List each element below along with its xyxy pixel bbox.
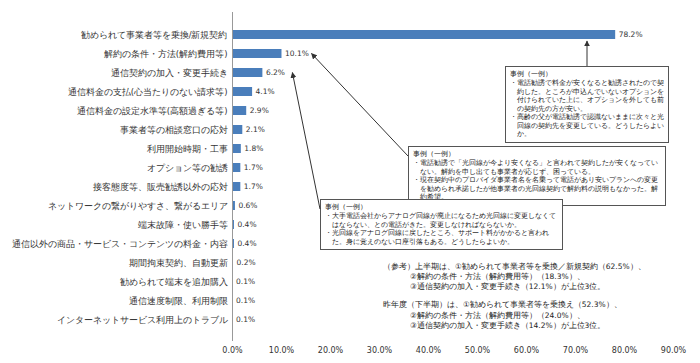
html-text:・光回線をアナログ回線に戻したところ、サポート料がかかると言: ・光回線をアナログ回線に戻したところ、サポート料がかかると言われた。身に覚えのな…: [325, 229, 549, 246]
svg-text:2.1%: 2.1%: [246, 125, 265, 134]
html-text:（参考）上半期は、①勧められて事業者等を乗換／新規契約（62: （参考）上半期は、①勧められて事業者等を乗換／新規契約（62.5%）、: [383, 262, 646, 271]
svg-text:2.9%: 2.9%: [250, 106, 269, 115]
html-text:③通信契約の加入・変更手続き（12.1%）が上位3位。: ③通信契約の加入・変更手続き（12.1%）が上位3位。: [410, 282, 606, 292]
svg-text:1.7%: 1.7%: [244, 182, 263, 191]
svg-text:20.0%: 20.0%: [318, 346, 344, 355]
svg-text:端末故障・使い勝手等: 端末故障・使い勝手等: [138, 220, 228, 230]
svg-text:ネットワークの繋がりやすさ、繋がるエリア: ネットワークの繋がりやすさ、繋がるエリア: [48, 201, 228, 211]
svg-text:通信以外の商品・サービス・コンテンツの料金・内容: 通信以外の商品・サービス・コンテンツの料金・内容: [12, 239, 228, 249]
svg-text:0.0%: 0.0%: [222, 346, 243, 355]
html-text:③通信契約の加入・変更手続き（14.2%）が上位3位。: ③通信契約の加入・変更手続き（14.2%）が上位3位。: [410, 320, 606, 330]
svg-text:10.1%: 10.1%: [285, 49, 309, 58]
svg-text:78.2%: 78.2%: [619, 30, 643, 39]
html-text:・現在契約中のプロバイダ事業者名を名乗って電話があり安いプラ: ・現在契約中のプロバイダ事業者名を名乗って電話があり安いプランへの変更を勧められ…: [413, 176, 658, 202]
svg-text:通信契約の加入・変更手続き: 通信契約の加入・変更手続き: [111, 68, 228, 78]
html-text:昨年度（下半期）は、①勧められて事業者等を乗換え（52.3%: 昨年度（下半期）は、①勧められて事業者等を乗換え（52.3%）、: [383, 300, 622, 310]
html-text:・大手電話会社からアナログ回線が廃止になるため光回線に変更し: ・大手電話会社からアナログ回線が廃止になるため光回線に変更しなくてはならない、と…: [325, 212, 556, 229]
svg-text:勧められて事業者等を乗換/新規契約: 勧められて事業者等を乗換/新規契約: [81, 30, 228, 40]
svg-text:4.1%: 4.1%: [256, 87, 275, 96]
svg-text:50.0%: 50.0%: [465, 346, 491, 355]
svg-text:通信料金の設定水準等(高額過ぎる等): 通信料金の設定水準等(高額過ぎる等): [77, 106, 228, 116]
svg-text:事業者等の相談窓口の応対: 事業者等の相談窓口の応対: [120, 125, 228, 135]
svg-text:60.0%: 60.0%: [514, 346, 540, 355]
svg-text:0.2%: 0.2%: [236, 258, 255, 267]
svg-text:90.0%: 90.0%: [661, 346, 687, 355]
svg-text:70.0%: 70.0%: [563, 346, 589, 355]
svg-text:期間拘束契約、自動更新: 期間拘束契約、自動更新: [129, 258, 228, 268]
html-text:・高齢の父が電話勧誘で認識ないままに次々と光回線の契約先を変: ・高齢の父が電話勧誘で認識ないままに次々と光回線の契約先を変更している。どうした…: [510, 113, 664, 139]
svg-text:解約の条件・方法(解約費用等): 解約の条件・方法(解約費用等): [104, 49, 228, 59]
svg-text:10.0%: 10.0%: [269, 346, 295, 355]
html-text:事例（一例）: 事例（一例）: [413, 150, 455, 158]
html-text:②解約の条件・方法（解約費用等）（18.3%）、: ②解約の条件・方法（解約費用等）（18.3%）、: [410, 272, 585, 282]
svg-text:0.4%: 0.4%: [237, 220, 256, 229]
html-text:事例（一例）: 事例（一例）: [325, 203, 367, 211]
svg-text:0.1%: 0.1%: [236, 277, 255, 286]
html-text:②解約の条件・方法（解約費用等）（24.0%）、: ②解約の条件・方法（解約費用等）（24.0%）、: [410, 310, 585, 320]
html-text:・電話勧誘で料金が安くなると勧誘されたので契約した。ところが: ・電話勧誘で料金が安くなると勧誘されたので契約した。ところが申込んでいないオプシ…: [510, 79, 664, 113]
svg-text:通信料金の支払(心当たりのない請求等): 通信料金の支払(心当たりのない請求等): [68, 87, 228, 97]
svg-text:0.1%: 0.1%: [236, 315, 255, 324]
html-text:・電話勧誘で「光回線が今より安くなる」と言われて契約したが安: ・電話勧誘で「光回線が今より安くなる」と言われて契約したが安くなっていない。解約…: [413, 159, 658, 176]
svg-text:通信速度制限、利用制限: 通信速度制限、利用制限: [129, 296, 228, 306]
svg-text:30.0%: 30.0%: [367, 346, 393, 355]
svg-text:接客態度等、販売勧誘以外の応対: 接客態度等、販売勧誘以外の応対: [93, 182, 228, 192]
svg-text:6.2%: 6.2%: [266, 68, 285, 77]
svg-text:0.6%: 0.6%: [238, 201, 257, 210]
svg-text:インターネットサービス利用上のトラブル: インターネットサービス利用上のトラブル: [57, 315, 228, 325]
svg-text:1.8%: 1.8%: [244, 144, 263, 153]
svg-text:0.4%: 0.4%: [237, 239, 256, 248]
svg-text:40.0%: 40.0%: [416, 346, 442, 355]
svg-text:1.7%: 1.7%: [244, 163, 263, 172]
svg-text:オプション等の勧誘: オプション等の勧誘: [147, 163, 228, 173]
svg-text:80.0%: 80.0%: [612, 346, 638, 355]
html-text:事例（一例）: 事例（一例）: [510, 70, 552, 78]
svg-text:勧められて端末を追加購入: 勧められて端末を追加購入: [120, 277, 228, 287]
svg-text:0.1%: 0.1%: [236, 296, 255, 305]
svg-text:利用開始時期・工事: 利用開始時期・工事: [147, 144, 228, 154]
